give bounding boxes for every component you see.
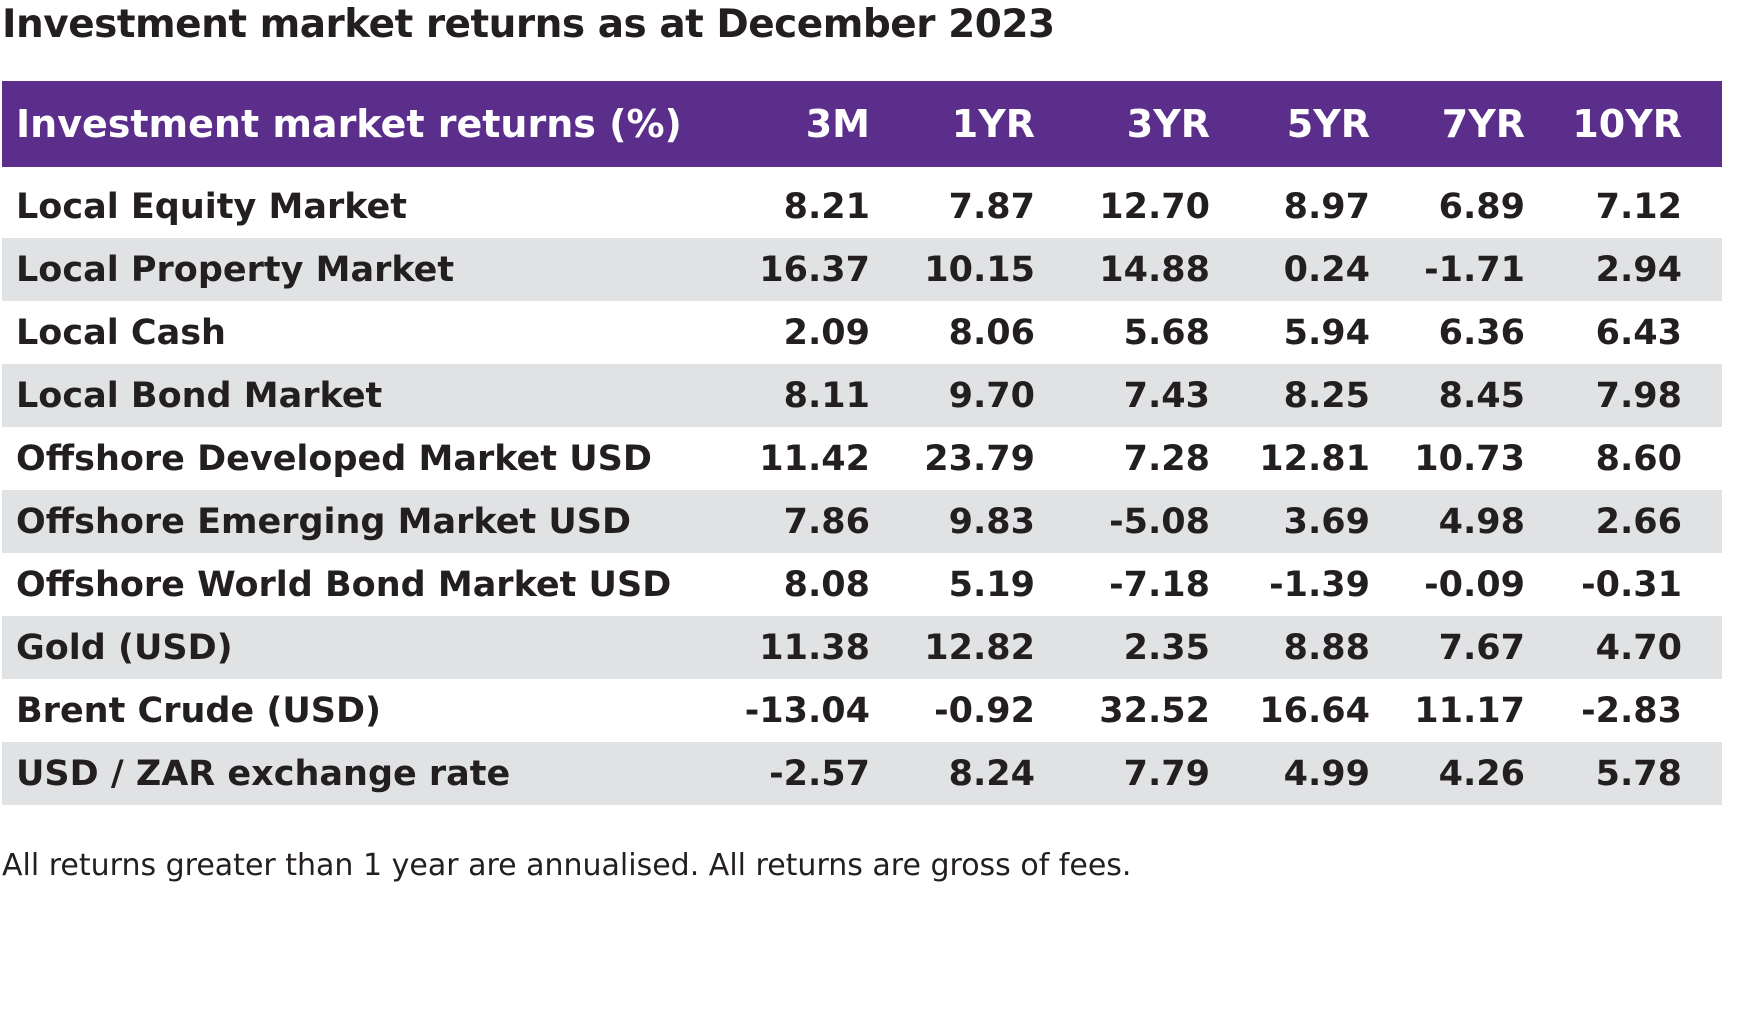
row-value: -1.39 (1269, 564, 1370, 605)
row-value: 14.88 (1099, 249, 1210, 290)
row-label: Offshore Developed Market USD (16, 438, 652, 479)
row-value: 12.82 (924, 627, 1035, 668)
table-row: Offshore Developed Market USD 11.42 23.79 7… (2, 427, 1722, 490)
row-value: 0.24 (1283, 249, 1370, 290)
row-value: 7.87 (948, 186, 1035, 227)
row-label: Gold (USD) (16, 627, 233, 668)
row-value: 6.43 (1595, 312, 1682, 353)
row-value: 11.17 (1414, 690, 1525, 731)
table-row: Offshore World Bond Market USD 8.08 5.19 -7… (2, 553, 1722, 616)
row-label: Local Equity Market (16, 186, 408, 227)
row-value: -0.92 (934, 690, 1035, 731)
row-label: Local Property Market (16, 249, 455, 290)
row-value: 2.94 (1595, 249, 1682, 290)
row-value: 12.70 (1099, 186, 1210, 227)
table-row: Offshore Emerging Market USD 7.86 9.83 -5.0… (2, 490, 1722, 553)
row-label: Offshore World Bond Market USD (16, 564, 672, 605)
row-label: USD / ZAR exchange rate (16, 753, 511, 794)
row-value: 2.35 (1123, 627, 1210, 668)
table-row: Brent Crude (USD) -13.04 -0.92 32.52 16.64 11… (2, 679, 1722, 742)
table-header-row: Investment market returns (%) 3M 1YR 3YR… (2, 81, 1722, 167)
row-value: 23.79 (924, 438, 1035, 479)
header-period-7yr: 7YR (1441, 102, 1525, 146)
row-value: 4.70 (1595, 627, 1682, 668)
row-value: 11.38 (759, 627, 870, 668)
row-value: 16.64 (1259, 690, 1370, 731)
header-period-1yr: 1YR (951, 102, 1035, 146)
row-value: 8.88 (1283, 627, 1370, 668)
row-value: 7.28 (1123, 438, 1210, 479)
row-value: 5.78 (1595, 753, 1682, 794)
header-period-3yr: 3YR (1126, 102, 1210, 146)
row-value: 8.25 (1283, 375, 1370, 416)
row-value: -5.08 (1109, 501, 1210, 542)
table-row: Local Property Market 16.37 10.15 14.88 0.24… (2, 238, 1722, 301)
row-label: Local Bond Market (16, 375, 383, 416)
row-value: 7.79 (1123, 753, 1210, 794)
row-label: Offshore Emerging Market USD (16, 501, 632, 542)
row-value: 6.36 (1438, 312, 1525, 353)
row-value: 4.98 (1438, 501, 1525, 542)
table-row: Local Equity Market 8.21 7.87 12.70 8.97 6.89… (2, 175, 1722, 238)
table-row: Local Bond Market 8.11 9.70 7.43 8.25 8.45 7.9… (2, 364, 1722, 427)
row-value: -2.57 (769, 753, 870, 794)
page-title: Investment market returns as at December… (2, 2, 1055, 47)
row-value: 5.19 (948, 564, 1035, 605)
row-value: 4.99 (1283, 753, 1370, 794)
row-value: 8.45 (1438, 375, 1525, 416)
header-period-10yr: 10YR (1572, 102, 1682, 146)
row-value: 12.81 (1259, 438, 1370, 479)
row-value: -0.31 (1581, 564, 1682, 605)
row-value: 7.43 (1123, 375, 1210, 416)
row-value: 8.97 (1283, 186, 1370, 227)
header-period-3m: 3M (805, 102, 870, 146)
table-row: USD / ZAR exchange rate -2.57 8.24 7.79 4.99… (2, 742, 1722, 805)
row-value: 8.06 (948, 312, 1035, 353)
footnote: All returns greater than 1 year are annu… (2, 848, 1132, 883)
row-value: -0.09 (1424, 564, 1525, 605)
row-value: -7.18 (1109, 564, 1210, 605)
row-value: 8.60 (1595, 438, 1682, 479)
table-row: Local Cash 2.09 8.06 5.68 5.94 6.36 6.43 (2, 301, 1722, 364)
row-value: 32.52 (1099, 690, 1210, 731)
table-row: Gold (USD) 11.38 12.82 2.35 8.88 7.67 4.70 (2, 616, 1722, 679)
row-value: 5.94 (1283, 312, 1370, 353)
row-value: 10.15 (924, 249, 1035, 290)
row-value: 6.89 (1438, 186, 1525, 227)
row-value: 10.73 (1414, 438, 1525, 479)
returns-table: Investment market returns (%) 3M 1YR 3YR… (2, 81, 1722, 805)
header-period-5yr: 5YR (1286, 102, 1370, 146)
row-value: -13.04 (744, 690, 870, 731)
row-value: 2.66 (1595, 501, 1682, 542)
row-value: 9.83 (948, 501, 1035, 542)
row-value: 8.24 (948, 753, 1035, 794)
row-value: 7.86 (783, 501, 870, 542)
row-value: 7.12 (1595, 186, 1682, 227)
row-value: -1.71 (1424, 249, 1525, 290)
row-value: 4.26 (1438, 753, 1525, 794)
row-value: 3.69 (1283, 501, 1370, 542)
row-value: 5.68 (1123, 312, 1210, 353)
row-value: 2.09 (783, 312, 870, 353)
row-value: -2.83 (1581, 690, 1682, 731)
table-body: Local Equity Market 8.21 7.87 12.70 8.97 6.89… (2, 175, 1722, 805)
header-label: Investment market returns (%) (16, 102, 682, 146)
row-value: 7.67 (1438, 627, 1525, 668)
row-label: Local Cash (16, 312, 226, 353)
row-value: 8.11 (783, 375, 870, 416)
row-label: Brent Crude (USD) (16, 690, 382, 731)
row-value: 7.98 (1595, 375, 1682, 416)
row-value: 9.70 (948, 375, 1035, 416)
row-value: 11.42 (759, 438, 870, 479)
row-value: 8.21 (783, 186, 870, 227)
row-value: 8.08 (783, 564, 870, 605)
row-value: 16.37 (759, 249, 870, 290)
